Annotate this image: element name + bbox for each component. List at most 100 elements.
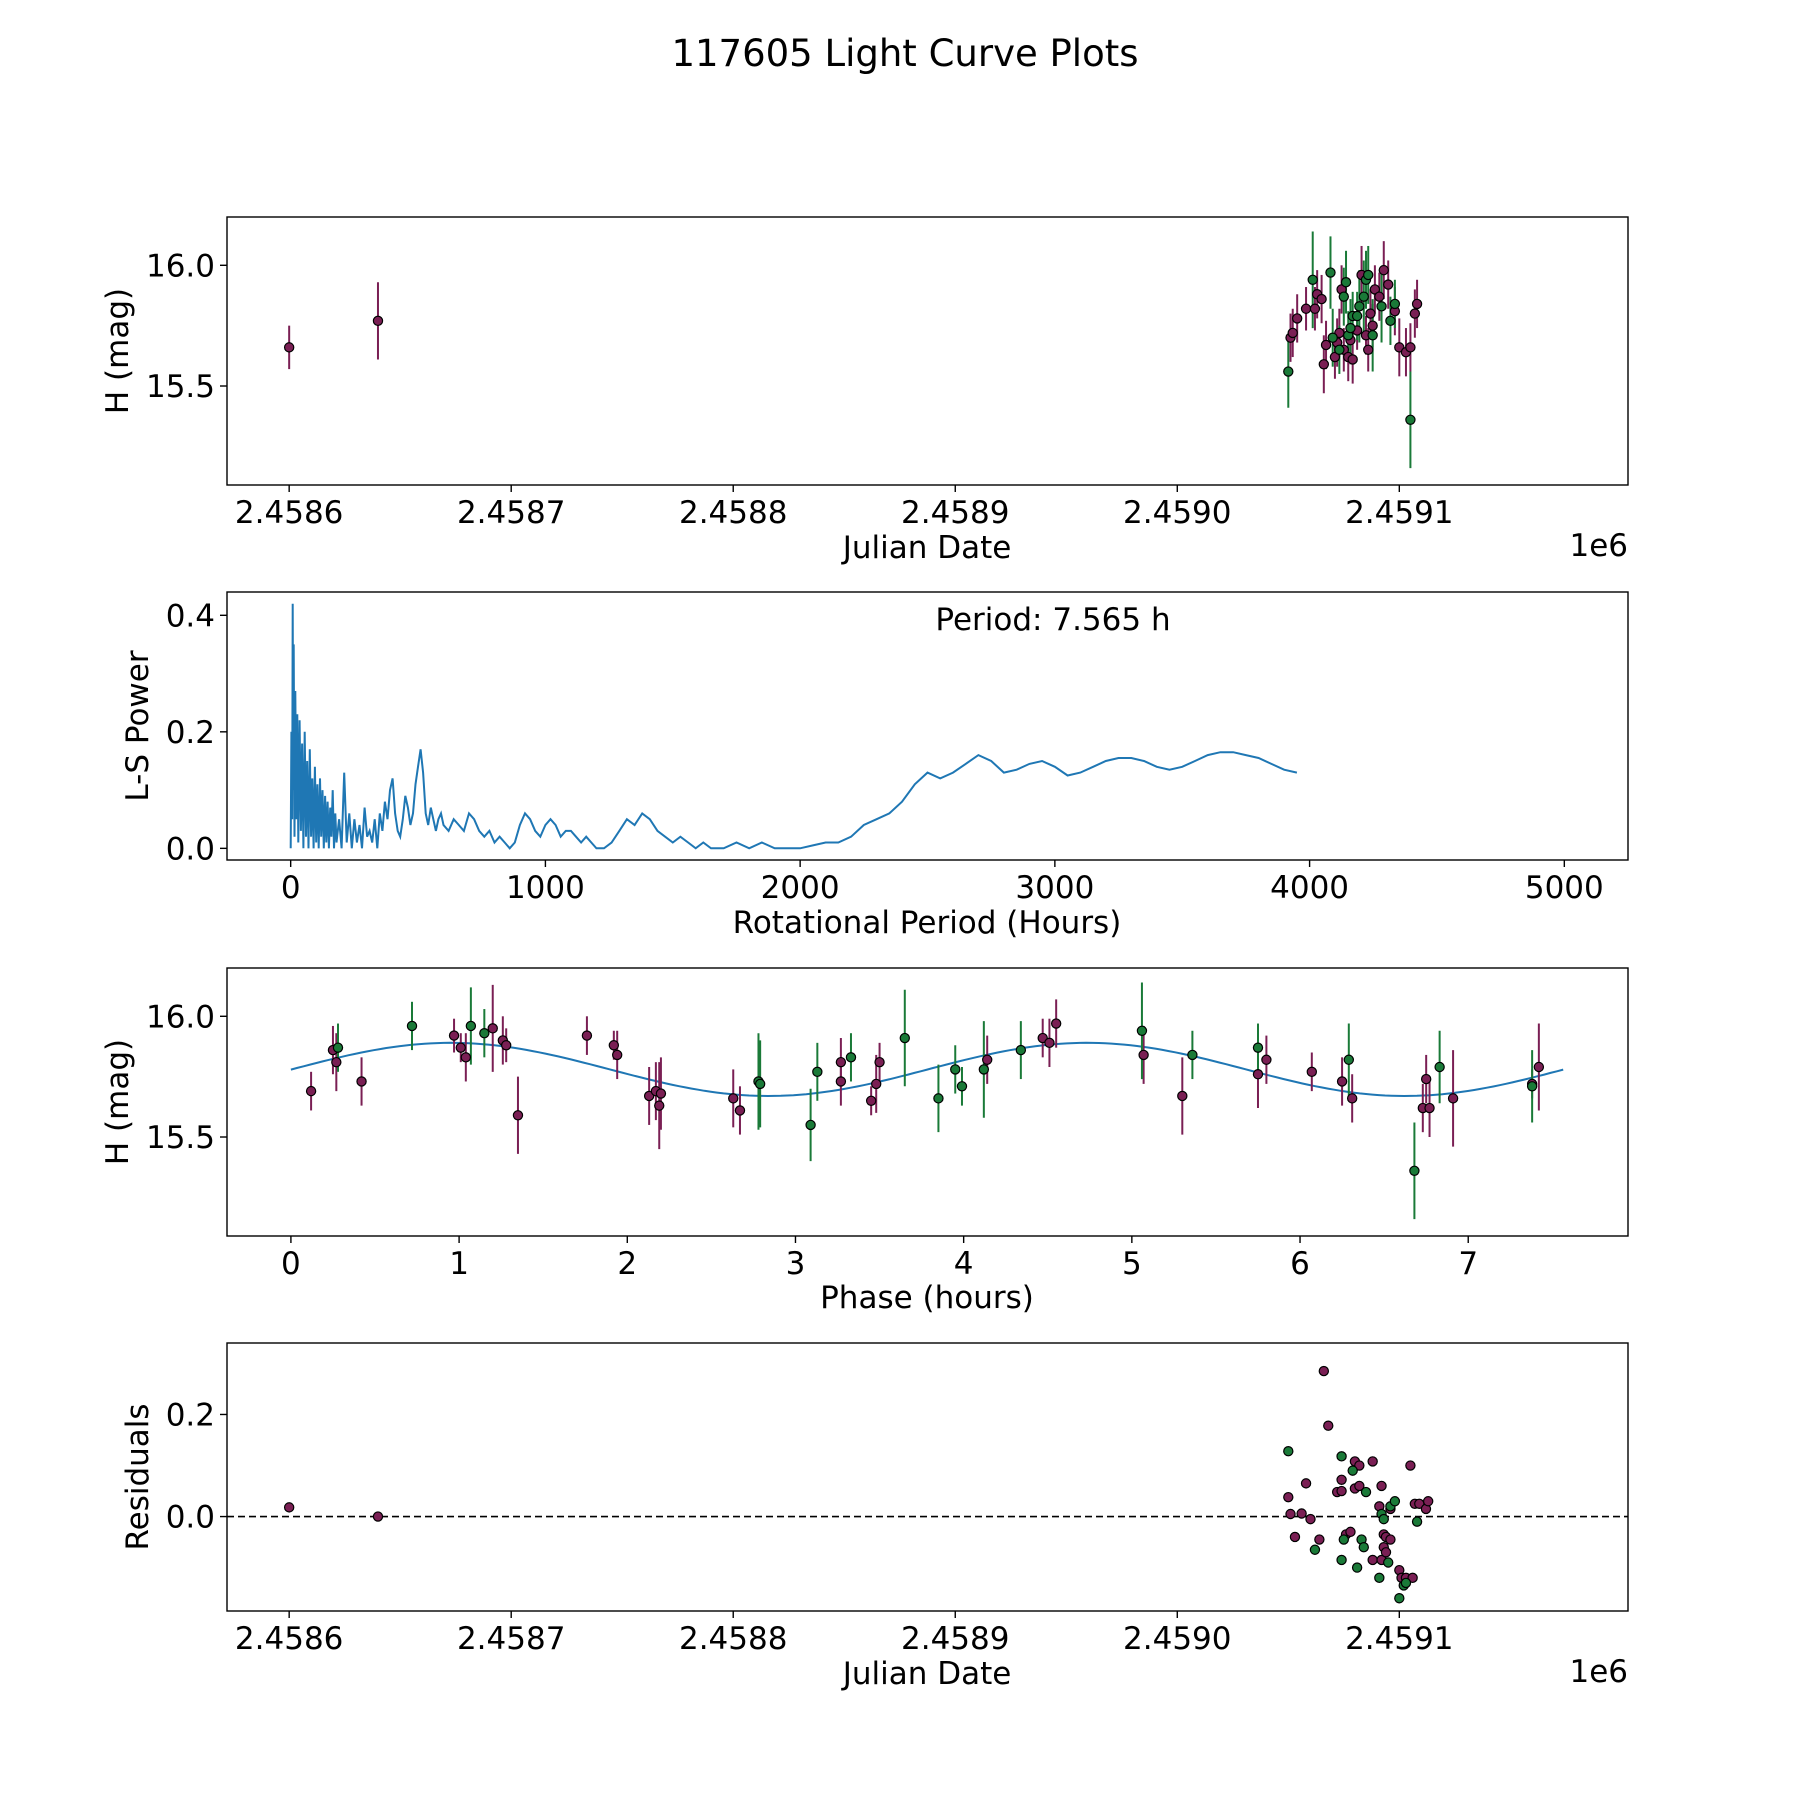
data-point: [1305, 1513, 1316, 1525]
data-point: [1394, 1593, 1405, 1604]
data-point: [1374, 1572, 1385, 1584]
data-point: [1360, 1486, 1372, 1498]
data-point: [1320, 339, 1332, 351]
data-point: [500, 1040, 512, 1051]
data-point: [1411, 1516, 1423, 1527]
data-point: [1340, 276, 1352, 288]
data-point: [1347, 1465, 1358, 1476]
data-point: [1050, 1018, 1062, 1029]
residuals-xlabel: Julian Date: [841, 1656, 1012, 1692]
data-point: [1336, 1076, 1348, 1087]
data-point: [581, 1030, 593, 1041]
x-tick-label: 3: [786, 1246, 806, 1282]
data-point: [465, 1020, 477, 1032]
data-point: [1378, 264, 1389, 276]
data-point: [1380, 1547, 1392, 1558]
residuals-ylabel: Residuals: [120, 1403, 156, 1550]
data-point: [512, 1110, 524, 1121]
data-point: [1187, 1049, 1198, 1061]
data-point: [1306, 1066, 1318, 1078]
data-point: [1367, 330, 1378, 341]
data-point: [734, 1105, 746, 1116]
periodogram-axes-frame: [226, 591, 1629, 861]
periodogram-marks: [289, 603, 1298, 850]
periodogram-annotation: Period: 7.565 h: [935, 602, 1170, 638]
data-point: [372, 315, 384, 327]
x-tick-label: 1000: [506, 870, 585, 906]
light-curve-panel: 2.4586 2.4587 2.4588 2.4589 2.4590 2.4591 15.…: [100, 216, 1629, 566]
data-point: [874, 1056, 885, 1068]
x-tick-label: 2: [617, 1246, 637, 1282]
data-point: [332, 1042, 344, 1053]
data-point: [1405, 1460, 1416, 1471]
data-point: [1044, 1037, 1055, 1049]
data-point: [1383, 279, 1394, 290]
light-curve-x-offset: 1e6: [1569, 528, 1628, 564]
data-point: [1389, 1496, 1401, 1507]
data-point: [1365, 308, 1376, 319]
data-point: [1346, 1093, 1358, 1104]
periodogram-line: [289, 603, 1298, 850]
data-point: [1447, 1093, 1459, 1104]
data-point: [982, 1054, 993, 1065]
data-point: [1378, 1513, 1389, 1525]
data-point: [956, 1081, 968, 1092]
data-point: [1336, 1485, 1347, 1497]
data-point: [1405, 342, 1416, 353]
data-point: [372, 1511, 384, 1522]
data-point: [1252, 1042, 1264, 1053]
data-point: [1345, 322, 1356, 334]
data-point: [487, 1023, 498, 1034]
data-point: [845, 1052, 857, 1063]
periodogram-xlabel: Rotational Period (Hours): [733, 905, 1122, 941]
x-tick-label: 2.4587: [457, 1621, 565, 1657]
data-point: [611, 1049, 623, 1061]
x-tick-label: 2.4586: [235, 495, 343, 531]
data-point: [654, 1100, 665, 1111]
light-curve-marks: [283, 231, 1423, 469]
data-point: [1354, 301, 1365, 312]
data-point: [1316, 293, 1327, 305]
y-tick-label: 0.0: [166, 831, 215, 867]
x-tick-label: 4000: [1270, 870, 1349, 906]
x-tick-label: 2.4588: [679, 495, 787, 531]
data-point: [655, 1088, 667, 1099]
data-point: [865, 1095, 877, 1106]
data-point: [1385, 315, 1396, 327]
x-tick-label: 2000: [761, 870, 840, 906]
x-tick-label: 5000: [1525, 870, 1604, 906]
x-tick-label: 6: [1290, 1246, 1310, 1282]
data-point: [1376, 301, 1387, 312]
x-tick-label: 2.4588: [679, 1621, 787, 1657]
data-point: [1283, 1446, 1294, 1457]
data-point: [305, 1085, 317, 1097]
data-point: [899, 1032, 910, 1044]
residuals-panel: 2.4586 2.4587 2.4588 2.4589 2.4590 2.4591 0.0…: [120, 1342, 1629, 1692]
data-point: [835, 1056, 847, 1068]
data-point: [608, 1040, 620, 1051]
data-point: [1343, 1054, 1355, 1065]
x-tick-label: 4: [954, 1246, 974, 1282]
data-point: [1411, 298, 1423, 310]
data-point: [1424, 1102, 1435, 1114]
data-point: [1177, 1090, 1188, 1102]
data-point: [1336, 1451, 1347, 1462]
data-point: [1289, 1531, 1301, 1543]
data-point: [1409, 308, 1421, 319]
data-point: [1422, 1496, 1434, 1507]
data-point: [479, 1027, 490, 1039]
light-curve-xlabel: Julian Date: [841, 530, 1012, 566]
data-point: [1367, 1554, 1378, 1566]
x-tick-label: 0: [281, 870, 301, 906]
data-point: [1300, 303, 1312, 314]
data-point: [283, 342, 295, 353]
data-point: [835, 1076, 847, 1087]
data-point: [1336, 1474, 1347, 1486]
x-tick-label: 2.4591: [1345, 1621, 1453, 1657]
residuals-x-offset: 1e6: [1569, 1654, 1628, 1690]
y-tick-label: 16.0: [146, 248, 215, 284]
data-point: [728, 1093, 739, 1104]
phase-fold-xlabel: Phase (hours): [820, 1280, 1034, 1316]
data-point: [1367, 320, 1378, 331]
phase-fold-panel: 0 1 2 3 4 5 6 7 15.5 16.0 Phase (hours) H (mag): [100, 967, 1629, 1316]
